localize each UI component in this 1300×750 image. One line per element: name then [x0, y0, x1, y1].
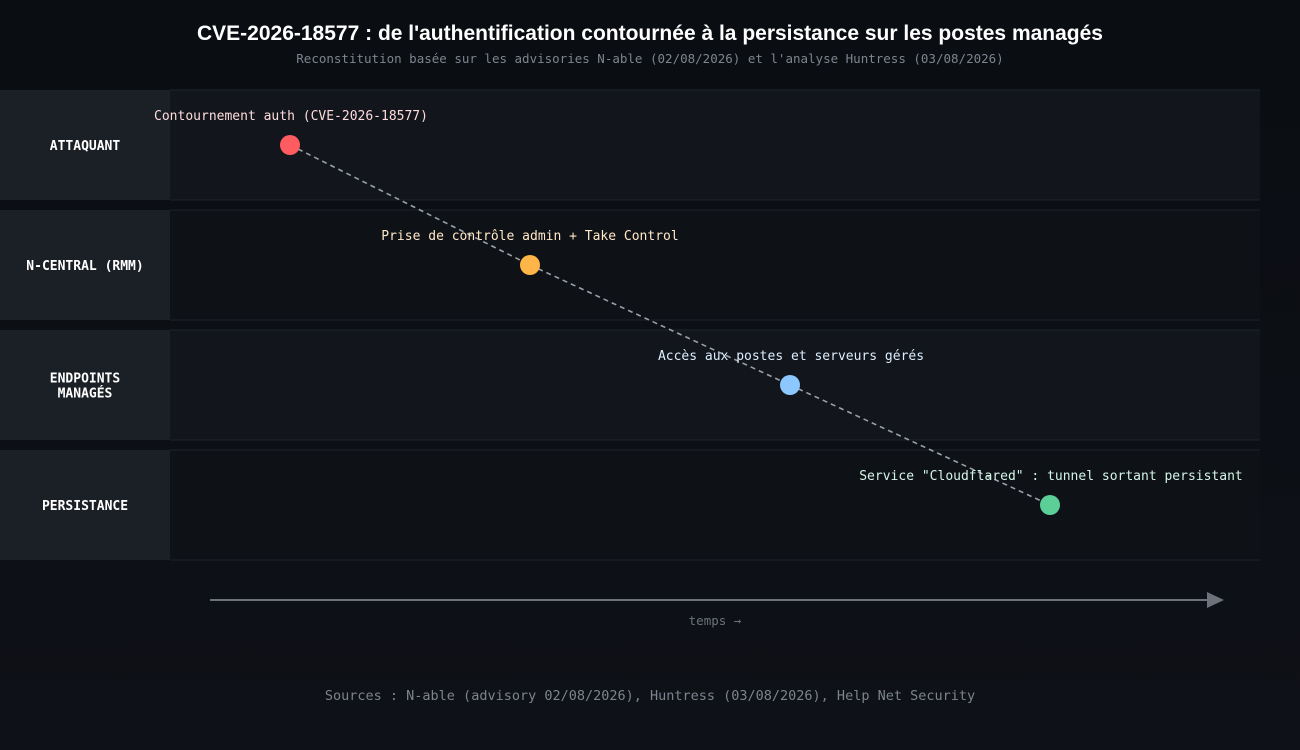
diagram-subtitle: Reconstitution basée sur les advisories …	[296, 51, 1003, 66]
event-dot	[280, 135, 300, 155]
swimlane-body	[170, 330, 1260, 440]
swimlane-label: MANAGÉS	[58, 386, 113, 402]
swimlane: ATTAQUANT	[0, 89, 1260, 201]
event-dot	[520, 255, 540, 275]
swimlane-label: N-CENTRAL (RMM)	[26, 259, 143, 274]
swimlane: PERSISTANCE	[0, 449, 1260, 561]
event-markers: Contournement auth (CVE-2026-18577) Prise…	[154, 109, 1243, 515]
event-dot	[1040, 495, 1060, 515]
event: Accès aux postes et serveurs gérés	[658, 349, 924, 395]
swimlane: N-CENTRAL (RMM)	[0, 209, 1260, 321]
swimlane-label-box	[0, 450, 170, 560]
flow-connector	[529, 264, 791, 386]
time-axis: temps →	[210, 592, 1224, 628]
swimlane-body	[170, 210, 1260, 320]
swimlane-label: ENDPOINTS	[50, 372, 121, 387]
swimlane-label-box	[0, 90, 170, 200]
flow-connectors	[289, 144, 1051, 506]
sources-footnote: Sources : N-able (advisory 02/08/2026), …	[325, 688, 975, 704]
flow-connector	[789, 384, 1051, 506]
event: Prise de contrôle admin + Take Control	[381, 229, 679, 275]
event-label: Contournement auth (CVE-2026-18577)	[154, 109, 428, 124]
diagram-title: CVE-2026-18577 : de l'authentification c…	[197, 22, 1103, 45]
swimlane-body	[170, 90, 1260, 200]
swimlane-label-box	[0, 330, 170, 440]
swimlane-body	[170, 450, 1260, 560]
event-dot	[780, 375, 800, 395]
event: Contournement auth (CVE-2026-18577)	[154, 109, 428, 155]
swimlane-label: PERSISTANCE	[42, 499, 128, 514]
swimlane-label: ATTAQUANT	[50, 139, 121, 154]
time-axis-label: temps →	[689, 613, 742, 628]
swimlanes: ATTAQUANT N-CENTRAL (RMM) ENDPOINTSMANAGÉS…	[0, 89, 1260, 561]
swimlane-label-box	[0, 210, 170, 320]
event-label: Prise de contrôle admin + Take Control	[381, 229, 678, 244]
event: Service "Cloudflared" : tunnel sortant p…	[859, 469, 1243, 515]
event-label: Service "Cloudflared" : tunnel sortant p…	[859, 469, 1243, 484]
event-label: Accès aux postes et serveurs gérés	[658, 349, 924, 364]
time-axis-arrowhead-icon	[1207, 592, 1224, 608]
